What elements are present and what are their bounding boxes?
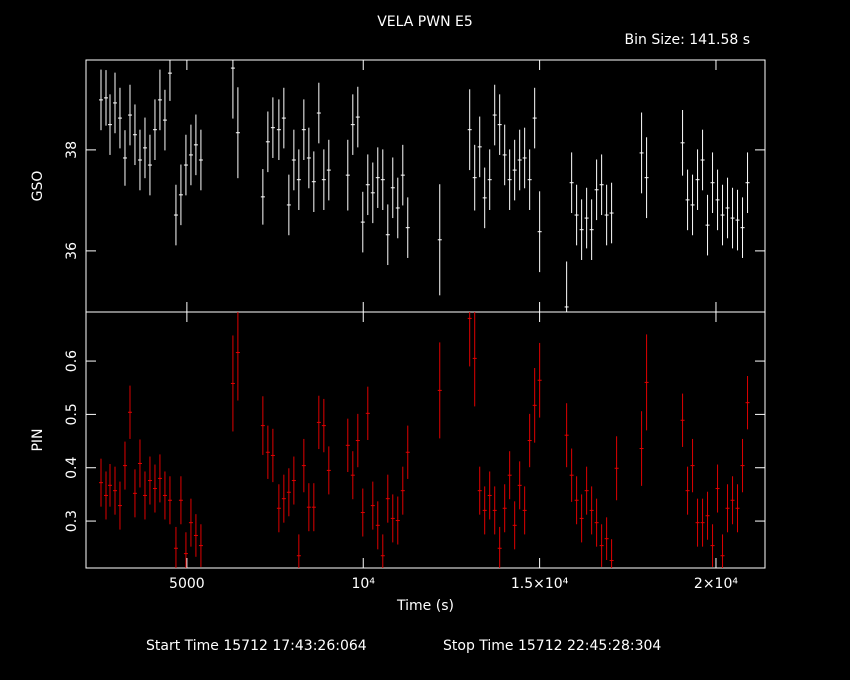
y-tick-label: 0.3 [64, 510, 80, 532]
plot-area [98, 60, 750, 312]
y-tick-label: 0.6 [64, 350, 80, 372]
y-tick-label: 0.5 [64, 403, 80, 425]
plot-frame [85, 311, 766, 569]
plot-frame [85, 59, 766, 313]
y-axis-label: GSO [30, 171, 46, 202]
y-tick-label: 0.4 [64, 457, 80, 479]
x-axis-label: Time (s) [396, 598, 454, 614]
x-tick-label: 1.5×10⁴ [511, 576, 569, 592]
stop-time: Stop Time 15712 22:45:28:304 [443, 638, 661, 654]
x-tick-label: 5000 [169, 576, 205, 592]
chart-title: VELA PWN E5 [377, 14, 473, 30]
y-tick-label: 38 [64, 141, 80, 159]
bin-size: Bin Size: 141.58 s [625, 32, 750, 48]
x-tick-label: 2×10⁴ [694, 576, 738, 592]
start-time: Start Time 15712 17:43:26:064 [146, 638, 367, 654]
plot-area [98, 312, 750, 568]
x-tick-label: 10⁴ [352, 576, 376, 592]
y-axis-label: PIN [30, 428, 46, 451]
y-tick-label: 36 [64, 242, 80, 260]
